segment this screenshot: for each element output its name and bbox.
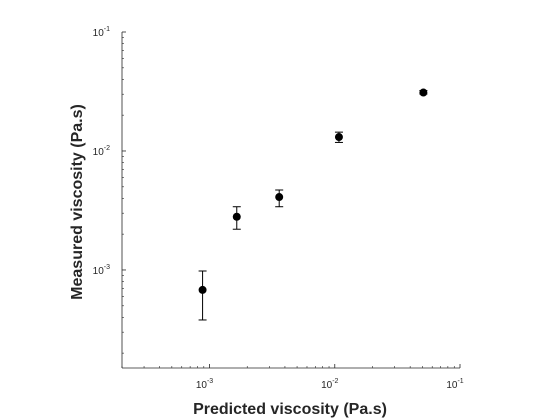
x-tick-label-base: 10 [196,380,208,391]
data-point [232,212,241,221]
x-tick-label: 10-1 [446,378,463,391]
data-point [198,285,207,294]
y-tick-label-exponent: -2 [104,145,110,152]
x-tick-label: 10-3 [196,378,213,391]
x-tick-label-base: 10 [321,380,333,391]
data-marks [198,88,428,321]
y-tick-label: 10-3 [93,264,110,277]
ticks: 10-3 10-2 10-110-310-210-1 [93,26,464,391]
data-point [419,88,428,97]
data-point-group [334,131,343,143]
y-tick-label-base: 10 [93,28,105,39]
x-tick-label: 10-2 [321,378,338,391]
y-tick-label: 10-2 [93,145,110,158]
y-tick-label-exponent: -3 [104,264,110,271]
y-axis-title: Measured viscosity (Pa.s) [69,104,86,300]
y-tick-label-exponent: -1 [104,26,110,33]
x-axis-title: Predicted viscosity (Pa.s) [193,401,387,418]
data-point [275,193,284,202]
x-tick-label-exponent: -3 [207,378,213,385]
data-point-group [275,189,284,208]
y-tick-label-base: 10 [93,266,105,277]
data-point-group [198,270,207,321]
x-tick-label-base: 10 [446,380,458,391]
y-tick-label: 10-1 [93,26,110,39]
axes [121,32,460,369]
x-tick-label-exponent: -2 [332,378,338,385]
data-point-group [419,88,428,97]
data-point-group [232,206,241,230]
data-point [334,133,343,142]
y-tick-label-base: 10 [93,147,105,158]
x-tick-label-exponent: -1 [457,378,463,385]
